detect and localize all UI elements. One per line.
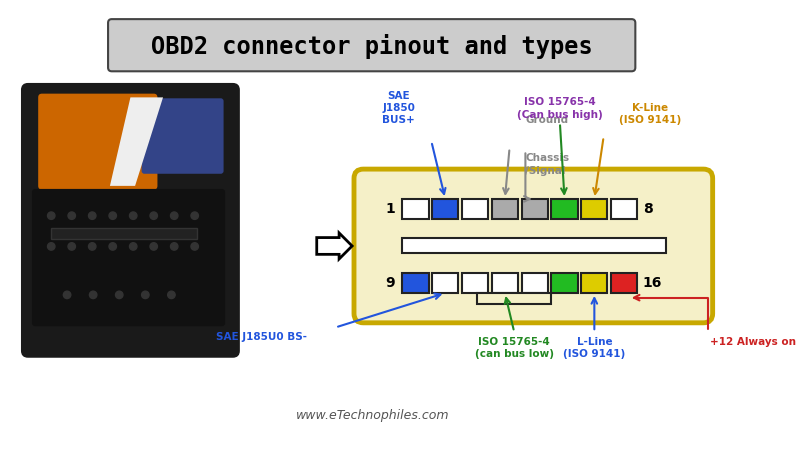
Bar bbox=[611, 199, 637, 220]
Bar bbox=[51, 228, 197, 239]
Bar bbox=[477, 293, 551, 304]
Bar bbox=[432, 199, 458, 220]
Circle shape bbox=[109, 243, 117, 250]
Circle shape bbox=[47, 243, 55, 250]
Bar bbox=[402, 273, 429, 293]
Circle shape bbox=[89, 243, 96, 250]
Text: +12 Always on: +12 Always on bbox=[710, 337, 796, 347]
Text: 8: 8 bbox=[642, 202, 653, 216]
Bar bbox=[582, 199, 607, 220]
Text: 1: 1 bbox=[386, 202, 395, 216]
Circle shape bbox=[130, 212, 137, 220]
Text: OBD2 connector pinout and types: OBD2 connector pinout and types bbox=[151, 34, 593, 58]
Text: 9: 9 bbox=[386, 276, 395, 290]
FancyBboxPatch shape bbox=[142, 98, 223, 174]
Polygon shape bbox=[110, 97, 163, 186]
Bar bbox=[522, 199, 548, 220]
Text: Ground: Ground bbox=[526, 115, 569, 125]
Text: Chassis
/Signal: Chassis /Signal bbox=[526, 153, 570, 176]
Bar bbox=[611, 273, 637, 293]
FancyBboxPatch shape bbox=[108, 19, 635, 71]
FancyBboxPatch shape bbox=[33, 189, 225, 326]
Text: L-Line
(ISO 9141): L-Line (ISO 9141) bbox=[563, 337, 626, 359]
Bar bbox=[432, 273, 458, 293]
FancyBboxPatch shape bbox=[22, 84, 238, 356]
FancyBboxPatch shape bbox=[354, 169, 713, 323]
Circle shape bbox=[109, 212, 117, 220]
Bar bbox=[402, 199, 429, 220]
Bar bbox=[402, 238, 666, 253]
Text: K-Line
(ISO 9141): K-Line (ISO 9141) bbox=[619, 103, 682, 125]
Bar bbox=[462, 273, 488, 293]
FancyBboxPatch shape bbox=[38, 94, 158, 189]
Bar bbox=[492, 199, 518, 220]
Bar bbox=[522, 273, 548, 293]
Text: SAE
J1850
BUS+: SAE J1850 BUS+ bbox=[382, 90, 415, 125]
Circle shape bbox=[90, 291, 97, 299]
Bar bbox=[551, 199, 578, 220]
Circle shape bbox=[68, 243, 75, 250]
Circle shape bbox=[150, 212, 158, 220]
Text: www.eTechnophiles.com: www.eTechnophiles.com bbox=[296, 410, 450, 423]
Circle shape bbox=[63, 291, 70, 299]
Circle shape bbox=[68, 212, 75, 220]
Circle shape bbox=[89, 212, 96, 220]
Circle shape bbox=[115, 291, 123, 299]
Circle shape bbox=[191, 212, 198, 220]
Text: SAE J185U0 BS-: SAE J185U0 BS- bbox=[217, 332, 307, 342]
Text: 16: 16 bbox=[642, 276, 662, 290]
Circle shape bbox=[47, 212, 55, 220]
Circle shape bbox=[168, 291, 175, 299]
Circle shape bbox=[191, 243, 198, 250]
Bar bbox=[551, 273, 578, 293]
Text: ISO 15765-4
(Can bus high): ISO 15765-4 (Can bus high) bbox=[517, 97, 602, 120]
FancyArrow shape bbox=[317, 233, 352, 259]
Circle shape bbox=[170, 212, 178, 220]
Circle shape bbox=[130, 243, 137, 250]
Text: ISO 15765-4
(can bus low): ISO 15765-4 (can bus low) bbox=[474, 337, 554, 359]
Bar bbox=[582, 273, 607, 293]
Bar bbox=[492, 273, 518, 293]
Bar bbox=[462, 199, 488, 220]
Circle shape bbox=[170, 243, 178, 250]
Circle shape bbox=[142, 291, 149, 299]
Circle shape bbox=[150, 243, 158, 250]
